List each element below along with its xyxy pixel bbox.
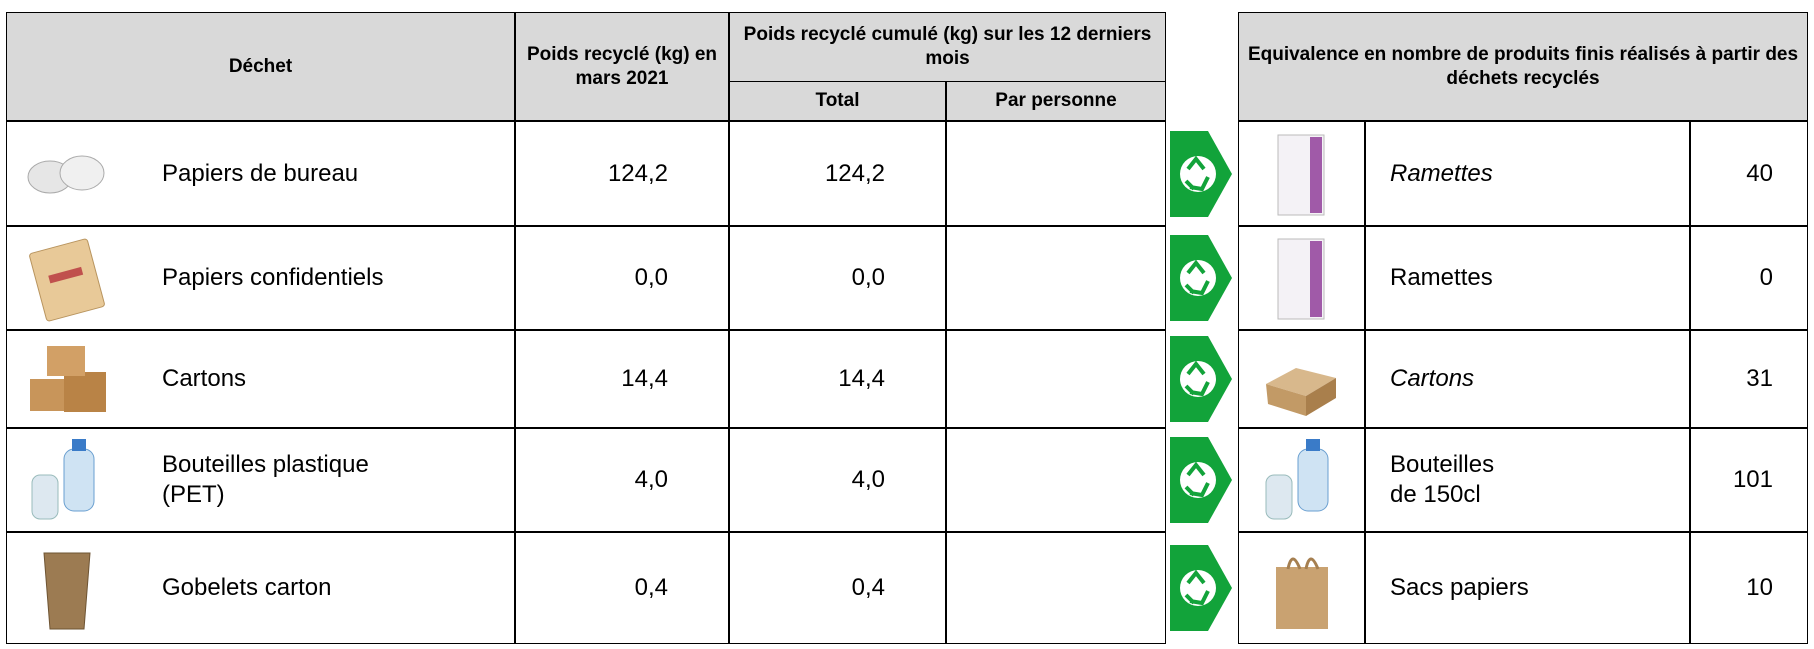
per-person-cell xyxy=(946,532,1166,644)
per-person-cell xyxy=(946,330,1166,428)
per-person-cell xyxy=(946,121,1166,226)
monthly-cell: 0,4 xyxy=(515,532,729,644)
count-cell-text: 40 xyxy=(1746,159,1773,189)
product-icon xyxy=(1256,435,1346,525)
header-cumulative-text: Poids recyclé cumulé (kg) sur les 12 der… xyxy=(730,23,1165,71)
count-cell: 0 xyxy=(1690,226,1808,330)
product-cell: Cartons xyxy=(1365,330,1690,428)
monthly-cell-text: 4,0 xyxy=(635,465,668,495)
total-cell: 4,0 xyxy=(729,428,946,532)
total-cell: 14,4 xyxy=(729,330,946,428)
product-cell-text: Ramettes xyxy=(1390,159,1493,189)
total-cell: 0,4 xyxy=(729,532,946,644)
product-cell-text: Bouteilles de 150cl xyxy=(1390,450,1494,510)
header-monthly-text: Poids recyclé (kg) en mars 2021 xyxy=(516,43,728,91)
monthly-cell-text: 0,0 xyxy=(635,263,668,293)
header-monthly: Poids recyclé (kg) en mars 2021 xyxy=(515,12,729,121)
product-icon xyxy=(1256,129,1346,219)
header-cumulative: Poids recyclé cumulé (kg) sur les 12 der… xyxy=(729,12,1166,82)
product-cell: Ramettes xyxy=(1365,121,1690,226)
total-cell-text: 4,0 xyxy=(852,465,885,495)
waste-icon xyxy=(22,233,112,323)
header-per-person: Par personne xyxy=(946,81,1166,121)
monthly-cell-text: 124,2 xyxy=(608,159,668,189)
monthly-cell: 4,0 xyxy=(515,428,729,532)
monthly-cell: 0,0 xyxy=(515,226,729,330)
product-cell: Sacs papiers xyxy=(1365,532,1690,644)
product-icon xyxy=(1256,334,1346,424)
total-cell-text: 124,2 xyxy=(825,159,885,189)
count-cell-text: 0 xyxy=(1760,263,1773,293)
header-equivalence-text: Equivalence en nombre de produits finis … xyxy=(1239,43,1807,91)
monthly-cell-text: 0,4 xyxy=(635,573,668,603)
total-cell-text: 14,4 xyxy=(838,364,885,394)
monthly-cell-text: 14,4 xyxy=(621,364,668,394)
count-cell: 101 xyxy=(1690,428,1808,532)
waste-cell-text: Papiers de bureau xyxy=(162,159,358,189)
count-cell: 40 xyxy=(1690,121,1808,226)
waste-icon xyxy=(22,543,112,633)
waste-cell-text: Cartons xyxy=(162,364,246,394)
per-person-cell xyxy=(946,428,1166,532)
page: Déchet Poids recyclé (kg) en mars 2021Poi… xyxy=(0,0,1814,649)
product-cell: Bouteilles de 150cl xyxy=(1365,428,1690,532)
count-cell: 31 xyxy=(1690,330,1808,428)
total-cell: 0,0 xyxy=(729,226,946,330)
header-waste-text: Déchet xyxy=(229,55,292,79)
count-cell-text: 31 xyxy=(1746,364,1773,394)
count-cell-text: 101 xyxy=(1733,465,1773,495)
monthly-cell: 124,2 xyxy=(515,121,729,226)
total-cell-text: 0,0 xyxy=(852,263,885,293)
count-cell: 10 xyxy=(1690,532,1808,644)
product-cell: Ramettes xyxy=(1365,226,1690,330)
header-waste: Déchet xyxy=(6,12,515,121)
product-cell-text: Sacs papiers xyxy=(1390,573,1529,603)
header-total: Total xyxy=(729,81,946,121)
waste-cell-text: Papiers confidentiels xyxy=(162,263,383,293)
count-cell-text: 10 xyxy=(1746,573,1773,603)
monthly-cell: 14,4 xyxy=(515,330,729,428)
total-cell: 124,2 xyxy=(729,121,946,226)
product-icon xyxy=(1256,543,1346,633)
waste-cell-text: Bouteilles plastique (PET) xyxy=(162,450,369,510)
waste-icon xyxy=(22,334,112,424)
header-equivalence: Equivalence en nombre de produits finis … xyxy=(1238,12,1808,121)
waste-icon xyxy=(22,435,112,525)
header-total-text: Total xyxy=(816,89,860,113)
product-icon xyxy=(1256,233,1346,323)
per-person-cell xyxy=(946,226,1166,330)
waste-cell-text: Gobelets carton xyxy=(162,573,331,603)
product-cell-text: Cartons xyxy=(1390,364,1474,394)
product-cell-text: Ramettes xyxy=(1390,263,1493,293)
waste-icon xyxy=(22,129,112,219)
total-cell-text: 0,4 xyxy=(852,573,885,603)
header-per-person-text: Par personne xyxy=(995,89,1116,113)
